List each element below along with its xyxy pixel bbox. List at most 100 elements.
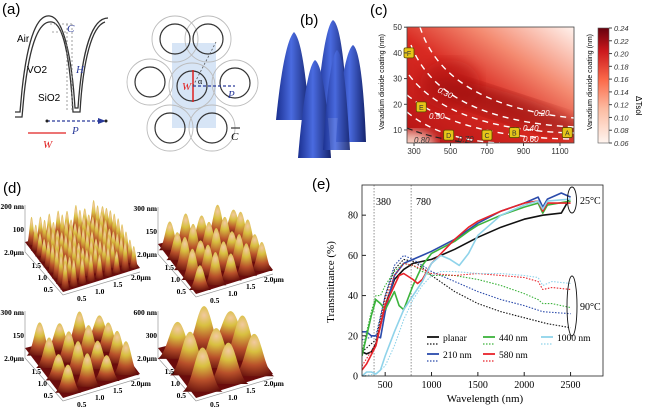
panel-a: (a) Air VO2 SiO2 C H P W <box>2 1 259 152</box>
surface-peak <box>219 253 242 281</box>
layer-vo2-label: VO2 <box>27 65 47 76</box>
contour-label: 0.80 <box>414 136 430 145</box>
afm-axis-label: 1.5 <box>246 282 256 291</box>
x-tick-label: 2500 <box>561 380 581 391</box>
marker-B: B <box>508 127 520 138</box>
legend-item: 1000 nm <box>541 334 591 345</box>
afm-axis-label: 2.0μm <box>131 273 152 282</box>
marker-label: E <box>419 105 424 112</box>
afm-axis-label: 300 nm <box>0 308 24 317</box>
afm-axis-label: 1.0 <box>171 379 181 388</box>
series-line-planar-solid <box>362 198 570 355</box>
afm-axis-label: 0.5 <box>210 296 220 305</box>
annotation-90c: 90°C <box>580 302 601 313</box>
afm-axis-label: 1.5 <box>246 386 256 395</box>
colorbar-label: ΔTsol <box>634 96 643 116</box>
axis-ticks: 500 1000 1500 2000 2500 0 20 40 60 80 <box>348 211 581 391</box>
marker-A: A <box>561 127 573 138</box>
afm-axis-label: 2.0μm <box>137 250 158 259</box>
afm-surface-plot: 600 nm 300 2.0μm 1.5 1.0 0.5 0.5 1.0 1.5 2.0μm <box>133 306 285 407</box>
panel-b-label: (b) <box>300 12 318 29</box>
colorbar-tick-label: 0.22 <box>614 37 629 46</box>
layer-air-label: Air <box>17 34 30 45</box>
colorbar-tick-label: 0.10 <box>614 113 629 122</box>
marker-group: A B C D E F <box>403 47 573 141</box>
x-tick-label: 700 <box>480 147 494 156</box>
afm-axis-label: 2.0μm <box>137 354 158 363</box>
panel-e-label: (e) <box>312 176 330 193</box>
nanocone-array-render <box>276 20 366 158</box>
colorbar-tick-label: 0.18 <box>614 62 629 71</box>
afm-axis-label: 2.0μm <box>4 248 25 257</box>
y-tick-label: 80 <box>348 211 358 222</box>
afm-axis-label: 0.5 <box>44 391 54 400</box>
legend-label: 440 nm <box>499 334 528 344</box>
x-tick-label: 500 <box>378 380 393 391</box>
surface-peak <box>94 254 105 279</box>
legend-item: 440 nm <box>483 334 528 345</box>
afm-axis-label: 1.0 <box>228 289 238 298</box>
y-axis-label: Vanadium dioxide coating (nm) <box>379 34 386 130</box>
afm-axis-label: 300 <box>146 331 158 340</box>
afm-axis-label: 300 nm <box>133 204 157 213</box>
x-axis-label: Wavelength (nm) <box>447 393 524 405</box>
afm-axis-label: 1.0 <box>171 275 181 284</box>
afm-axis-label: 150 <box>146 227 158 236</box>
surface-peak <box>182 347 223 392</box>
marker-label: A <box>565 131 570 138</box>
afm-axis-label: 1.0 <box>95 287 105 296</box>
marker-label: F <box>407 51 411 58</box>
hex-w-label: W <box>182 81 192 93</box>
x-tick-label: 300 <box>407 147 421 156</box>
colorbar-tick-label: 0.12 <box>614 101 629 110</box>
afm-axis-label: 2.0μm <box>131 379 152 388</box>
panel-a-label: (a) <box>2 1 20 18</box>
x-tick-label: 1000 <box>422 380 442 391</box>
hexagonal-array-schematic <box>126 15 259 152</box>
panel-c-label: (c) <box>370 2 388 19</box>
y-axis-label: Transmittance (%) <box>325 241 337 323</box>
surface-peak <box>54 364 81 393</box>
y-tick-label: 20 <box>348 331 358 342</box>
plot-frame <box>361 184 604 377</box>
cross-section-schematic <box>15 15 109 118</box>
afm-axis-label: 0.5 <box>177 287 187 296</box>
panel-b: (b) <box>276 12 366 158</box>
legend-label: 580 nm <box>499 351 528 361</box>
marker-E: E <box>415 101 427 113</box>
afm-axis-label: 1.5 <box>165 263 175 272</box>
colorbar-tick-label: 0.20 <box>614 50 629 59</box>
panel-c: (c) 0.30 0.20 0.50 0.40 0.60 0.70 0.80 <box>370 2 643 156</box>
afm-axis-label: 600 nm <box>133 308 157 317</box>
marker-label: C <box>484 133 489 140</box>
afm-axis-label: 2.0μm <box>264 275 285 284</box>
y-tick-label: 50 <box>393 23 402 32</box>
contour-label: 0.50 <box>429 112 445 121</box>
afm-axis-label: 0.5 <box>210 400 220 407</box>
y-tick-label: 0 <box>353 372 358 383</box>
surface-peak <box>111 251 122 274</box>
series-line-580-nm-dotted <box>362 262 571 367</box>
vline-label-780: 780 <box>416 197 431 208</box>
y-tick-label: 10 <box>393 126 402 135</box>
contour-label: 0.20 <box>534 109 550 118</box>
legend-label: 210 nm <box>443 351 472 361</box>
afm-axis-label: 1.0 <box>38 379 48 388</box>
contour-label: 0.40 <box>523 124 539 133</box>
marker-label: D <box>446 133 451 140</box>
afm-axis-label: 200 nm <box>0 202 24 211</box>
afm-axis-label: 1.5 <box>32 261 42 270</box>
hex-c-label: C <box>231 131 239 143</box>
surface-peak <box>74 353 101 387</box>
marker-D: D <box>443 129 455 141</box>
afm-surface-plot: 200 nm 100 2.0μm 1.5 1.0 0.5 0.5 1.0 1.5 2.0μm <box>0 199 152 303</box>
dim-h-label: H <box>75 64 85 76</box>
surface-peak <box>204 252 227 286</box>
colorbar-tick-label: 0.06 <box>614 139 629 148</box>
layer-sio2-label: SiO2 <box>38 93 61 104</box>
marker-F: F <box>403 47 415 59</box>
hex-p-label: P <box>227 89 235 101</box>
dim-p-label: P <box>71 125 79 137</box>
dimension-lines <box>50 23 73 112</box>
